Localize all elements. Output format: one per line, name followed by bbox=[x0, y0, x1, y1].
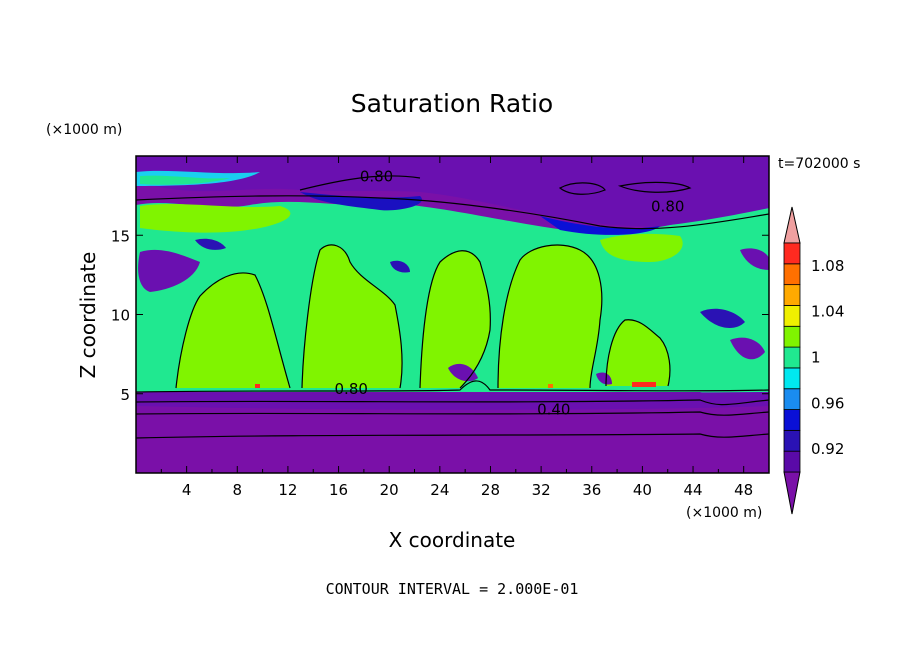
colorbar-swatch bbox=[783, 388, 801, 410]
colorbar-swatch bbox=[783, 450, 801, 473]
contour-label: 0.80 bbox=[335, 380, 368, 398]
contour-line bbox=[419, 250, 491, 389]
x-tick-label: 44 bbox=[683, 481, 702, 499]
contour-line bbox=[301, 244, 403, 389]
field-cloud-region bbox=[498, 245, 602, 388]
colorbar-swatch bbox=[783, 305, 801, 327]
contour-line bbox=[136, 399, 769, 406]
x-unit-label: (×1000 m) bbox=[686, 505, 762, 521]
colorbar-over-arrow bbox=[783, 206, 801, 244]
field-supersat-spot bbox=[255, 384, 260, 388]
colorbar-swatch bbox=[783, 367, 801, 390]
contour-line bbox=[605, 319, 671, 387]
colorbar-swatch bbox=[783, 346, 801, 369]
field-cloud-region bbox=[600, 233, 683, 262]
x-tick-label: 12 bbox=[278, 481, 297, 499]
colorbar-swatch bbox=[783, 325, 801, 348]
x-tick-label: 36 bbox=[582, 481, 601, 499]
colorbar-swatch bbox=[783, 409, 801, 431]
contour-label: 0.80 bbox=[360, 167, 393, 185]
colorbar-under-arrow bbox=[783, 471, 801, 515]
colorbar-swatch bbox=[783, 429, 801, 452]
colorbar-tick-label: 1.04 bbox=[811, 303, 844, 321]
x-tick-label: 32 bbox=[532, 481, 551, 499]
colorbar-swatch bbox=[783, 242, 801, 265]
contour-labels: 0.80 0.80 0.80 0.40 bbox=[335, 167, 685, 418]
time-label: t=702000 s bbox=[778, 156, 860, 172]
field-dry-patch bbox=[390, 260, 410, 273]
x-tick-label: 20 bbox=[380, 481, 399, 499]
contour-line bbox=[136, 433, 769, 439]
saturation-field bbox=[136, 156, 769, 473]
contour-line bbox=[617, 181, 692, 193]
field-cloud-region bbox=[302, 244, 403, 388]
x-tick-label: 40 bbox=[633, 481, 652, 499]
contour-line bbox=[136, 411, 769, 416]
field-supersat-spot bbox=[548, 384, 553, 388]
field-supersat-spot bbox=[632, 382, 656, 387]
colorbar-tick-label: 1 bbox=[811, 349, 821, 367]
x-tick-label: 8 bbox=[233, 481, 243, 499]
contour-line bbox=[136, 380, 769, 393]
colorbar-tick-label: 0.96 bbox=[811, 394, 844, 412]
field-dry-patch bbox=[138, 249, 200, 292]
field-cloud-region bbox=[606, 319, 670, 386]
colorbar: 0.92 0.96 1 1.04 1.08 bbox=[783, 206, 844, 515]
contour-label: 0.80 bbox=[651, 197, 684, 215]
chart-title: Saturation Ratio bbox=[351, 89, 553, 118]
y-axis-label: Z coordinate bbox=[76, 252, 100, 379]
contour-line bbox=[299, 175, 421, 191]
field-cloud-region bbox=[420, 250, 491, 388]
field-cloud-region bbox=[140, 204, 291, 233]
field-lower-dry-band bbox=[136, 392, 769, 410]
field-cloud-region bbox=[176, 272, 290, 388]
field-dry-patch bbox=[195, 238, 226, 250]
y-tick-label: 10 bbox=[111, 307, 130, 325]
field-dry-patch bbox=[596, 372, 612, 385]
x-tick-label: 28 bbox=[481, 481, 500, 499]
colorbar-swatch bbox=[783, 263, 801, 286]
field-top-green-streak bbox=[140, 175, 230, 185]
x-tick-label: 4 bbox=[182, 481, 192, 499]
x-tick-label: 48 bbox=[734, 481, 753, 499]
contour-interval-note: CONTOUR INTERVAL = 2.000E-01 bbox=[326, 580, 579, 598]
colorbar-swatch bbox=[783, 284, 801, 306]
field-upper-dry-region bbox=[136, 156, 769, 227]
contour-lines bbox=[136, 175, 769, 439]
y-tick-label: 5 bbox=[120, 386, 130, 404]
field-dry-patch bbox=[730, 337, 765, 360]
x-axis-label: X coordinate bbox=[389, 528, 516, 552]
y-axis-ticks: 5 10 15 bbox=[111, 227, 769, 404]
field-dry-patch bbox=[740, 248, 769, 270]
field-lid-edge-streak bbox=[540, 216, 660, 235]
colorbar-tick-label: 1.08 bbox=[811, 257, 844, 275]
x-tick-label: 16 bbox=[329, 481, 348, 499]
contour-line bbox=[558, 182, 606, 195]
contour-label: 0.40 bbox=[537, 400, 570, 418]
contour-line bbox=[136, 195, 769, 230]
colorbar-tick-label: 0.92 bbox=[811, 440, 844, 458]
field-dry-patch bbox=[700, 308, 745, 328]
y-unit-label: (×1000 m) bbox=[46, 122, 122, 138]
y-tick-label: 15 bbox=[111, 227, 130, 245]
contour-line bbox=[175, 272, 291, 389]
x-axis-ticks: 4 8 12 16 20 24 28 32 36 40 44 48 bbox=[160, 156, 753, 499]
contour-line bbox=[497, 244, 603, 389]
x-tick-label: 24 bbox=[430, 481, 449, 499]
